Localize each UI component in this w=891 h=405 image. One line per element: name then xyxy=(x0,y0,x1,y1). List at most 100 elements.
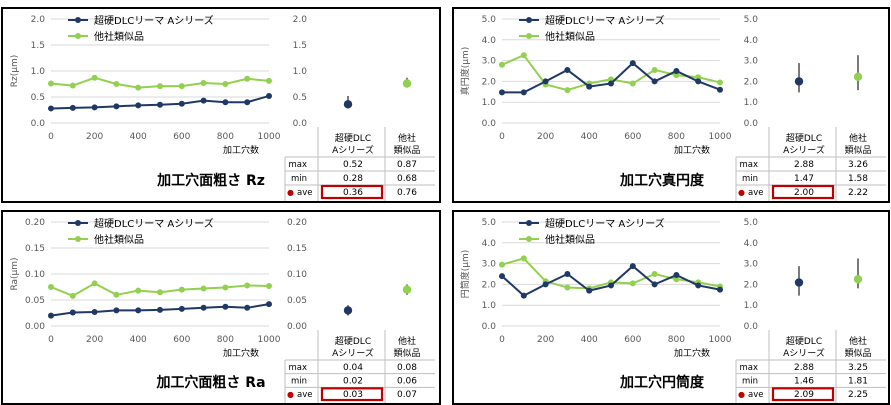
series-a-point xyxy=(113,307,120,314)
summary-y-tick-label: 0.00 xyxy=(287,322,307,332)
ave-marker-dot: ● xyxy=(738,390,745,399)
table-header: 超硬DLC xyxy=(335,335,371,347)
x-tick-label: 600 xyxy=(624,335,641,345)
y-tick-label: 5.0 xyxy=(482,218,497,228)
y-tick-label: 0.5 xyxy=(31,93,45,103)
series-a-point xyxy=(157,101,163,108)
row-label-max: max xyxy=(739,160,758,170)
row-label-min: min xyxy=(291,377,307,387)
table-value-b-max: 3.26 xyxy=(848,160,868,170)
summary-ave-point xyxy=(343,100,353,109)
summary-y-tick-label: 3.0 xyxy=(744,260,759,270)
table-value-b-max: 0.87 xyxy=(397,160,417,170)
x-tick-label: 200 xyxy=(537,132,554,142)
series-b-point xyxy=(48,80,54,87)
series-b-point xyxy=(629,280,636,287)
row-label-max: max xyxy=(288,160,307,170)
legend-label-b: 他社類似品 xyxy=(545,30,595,43)
x-tick-label: 200 xyxy=(86,335,103,345)
y-tick-label: 3.0 xyxy=(482,57,497,67)
summary-y-tick-label: 2.0 xyxy=(744,280,759,290)
table-header: 他社 xyxy=(398,335,416,347)
table-value-a-max: 0.52 xyxy=(343,160,363,170)
series-b-point xyxy=(178,83,185,90)
ave-marker-dot: ● xyxy=(287,390,294,399)
series-a-point xyxy=(608,80,614,87)
series-b-point xyxy=(91,280,98,287)
summary-ave-point xyxy=(853,275,863,284)
series-b-point xyxy=(266,77,272,84)
summary-y-tick-label: 1.0 xyxy=(293,67,308,77)
summary-y-tick-label: 1.0 xyxy=(744,98,759,108)
table-header: Aシリーズ xyxy=(332,144,374,156)
series-a-point xyxy=(673,272,680,279)
row-label-min: min xyxy=(291,174,307,184)
x-tick-label: 600 xyxy=(173,132,190,142)
x-tick-label: 800 xyxy=(217,132,234,142)
x-tick-label: 400 xyxy=(130,132,147,142)
y-tick-label: 2.0 xyxy=(482,77,497,87)
x-tick-label: 1000 xyxy=(709,132,732,142)
x-tick-label: 0 xyxy=(48,335,54,345)
series-a-point xyxy=(586,83,593,90)
panel-rz: 0.0 0.5 1.0 1.5 2.0 0 200 400 600 800 1000 加工穴数 Rz(μ… xyxy=(1,7,441,203)
legend-marker-b xyxy=(526,33,532,39)
y-tick-label: 0.15 xyxy=(25,244,45,254)
y-tick-label: 0.0 xyxy=(31,119,46,129)
series-b-point xyxy=(564,87,571,94)
legend-marker-a xyxy=(75,220,81,226)
series-b-point xyxy=(564,284,571,291)
summary-y-tick-label: 1.0 xyxy=(744,301,759,311)
y-tick-label: 1.0 xyxy=(482,301,497,311)
panel-ra: 0.00 0.05 0.10 0.15 0.20 0 200 400 600 800 1000 加工穴… xyxy=(1,210,441,405)
series-a-point xyxy=(564,66,571,73)
table-header: 超硬DLC xyxy=(335,132,371,144)
summary-y-tick-label: 0.05 xyxy=(287,296,307,306)
legend-marker-b xyxy=(75,33,81,39)
ave-highlight-box xyxy=(320,387,384,402)
y-tick-label: 0.20 xyxy=(25,218,45,228)
series-a-point xyxy=(266,92,272,99)
series-a-point xyxy=(266,301,272,308)
table-value-a-min: 1.47 xyxy=(794,174,814,184)
table-header: 他社 xyxy=(398,132,416,144)
series-a-point xyxy=(564,271,571,277)
row-label-ave: ave xyxy=(748,390,763,400)
chart-title: 加工穴円筒度 xyxy=(619,374,705,391)
series-b-point xyxy=(135,84,142,91)
table-value-a-ave: 2.00 xyxy=(794,188,814,198)
y-tick-label: 2.0 xyxy=(482,280,497,290)
series-a-point xyxy=(695,78,702,85)
series-a-point xyxy=(48,312,54,319)
table-value-b-ave: 2.22 xyxy=(848,188,868,198)
summary-ave-point xyxy=(402,285,412,294)
x-tick-label: 800 xyxy=(668,132,685,142)
table-value-a-min: 0.28 xyxy=(343,174,363,184)
table-value-a-ave: 0.03 xyxy=(343,390,363,400)
table-value-b-ave: 0.76 xyxy=(397,188,417,198)
series-a-point xyxy=(200,97,207,104)
series-a-point xyxy=(157,306,163,313)
series-b-point xyxy=(222,284,229,291)
table-header: 類似品 xyxy=(844,145,871,156)
row-label-ave: ave xyxy=(297,188,312,198)
series-a-point xyxy=(717,86,723,93)
series-b-point xyxy=(157,289,163,296)
series-a-point xyxy=(499,273,505,280)
ave-highlight-box xyxy=(771,387,835,402)
summary-y-tick-label: 3.0 xyxy=(744,57,759,67)
series-a-point xyxy=(222,99,229,106)
legend-label-a: 超硬DLCリーマ Aシリーズ xyxy=(94,14,214,27)
summary-y-tick-label: 5.0 xyxy=(744,15,759,25)
table-value-b-min: 1.58 xyxy=(848,174,868,184)
series-a-point xyxy=(586,287,593,294)
summary-y-tick-label: 0.5 xyxy=(293,93,307,103)
legend-label-a: 超硬DLCリーマ Aシリーズ xyxy=(94,217,214,230)
x-tick-label: 200 xyxy=(537,335,554,345)
summary-y-tick-label: 5.0 xyxy=(744,218,759,228)
y-tick-label: 1.5 xyxy=(31,41,45,51)
series-b-point xyxy=(651,271,658,277)
series-b-point xyxy=(48,284,54,290)
legend-marker-a xyxy=(75,17,81,23)
table-value-a-max: 2.88 xyxy=(794,160,814,170)
